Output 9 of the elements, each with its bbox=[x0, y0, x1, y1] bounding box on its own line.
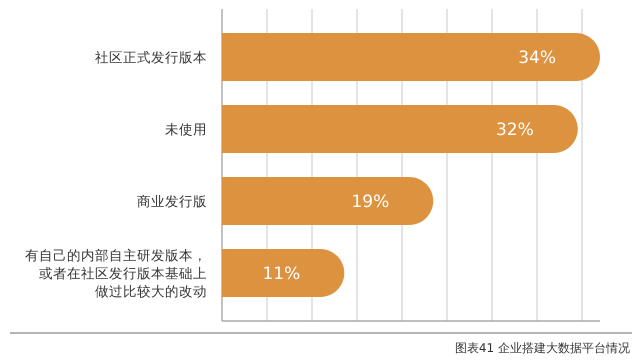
data-label: 11% bbox=[262, 264, 300, 284]
data-label: 19% bbox=[351, 192, 390, 212]
y-tick-label: 社区正式发行版本 bbox=[95, 50, 207, 66]
y-tick-label: 有自己的内部自主研发版本，或者在社区发行版本基础上做过比较大的改动 bbox=[25, 248, 207, 300]
data-label: 34% bbox=[518, 48, 556, 68]
data-label: 32% bbox=[496, 120, 534, 140]
y-tick-label: 未使用 bbox=[165, 122, 207, 138]
text: 图表41 企业搭建大数据平台情况 bbox=[454, 341, 630, 355]
y-tick-label: 商业发行版 bbox=[137, 194, 207, 210]
